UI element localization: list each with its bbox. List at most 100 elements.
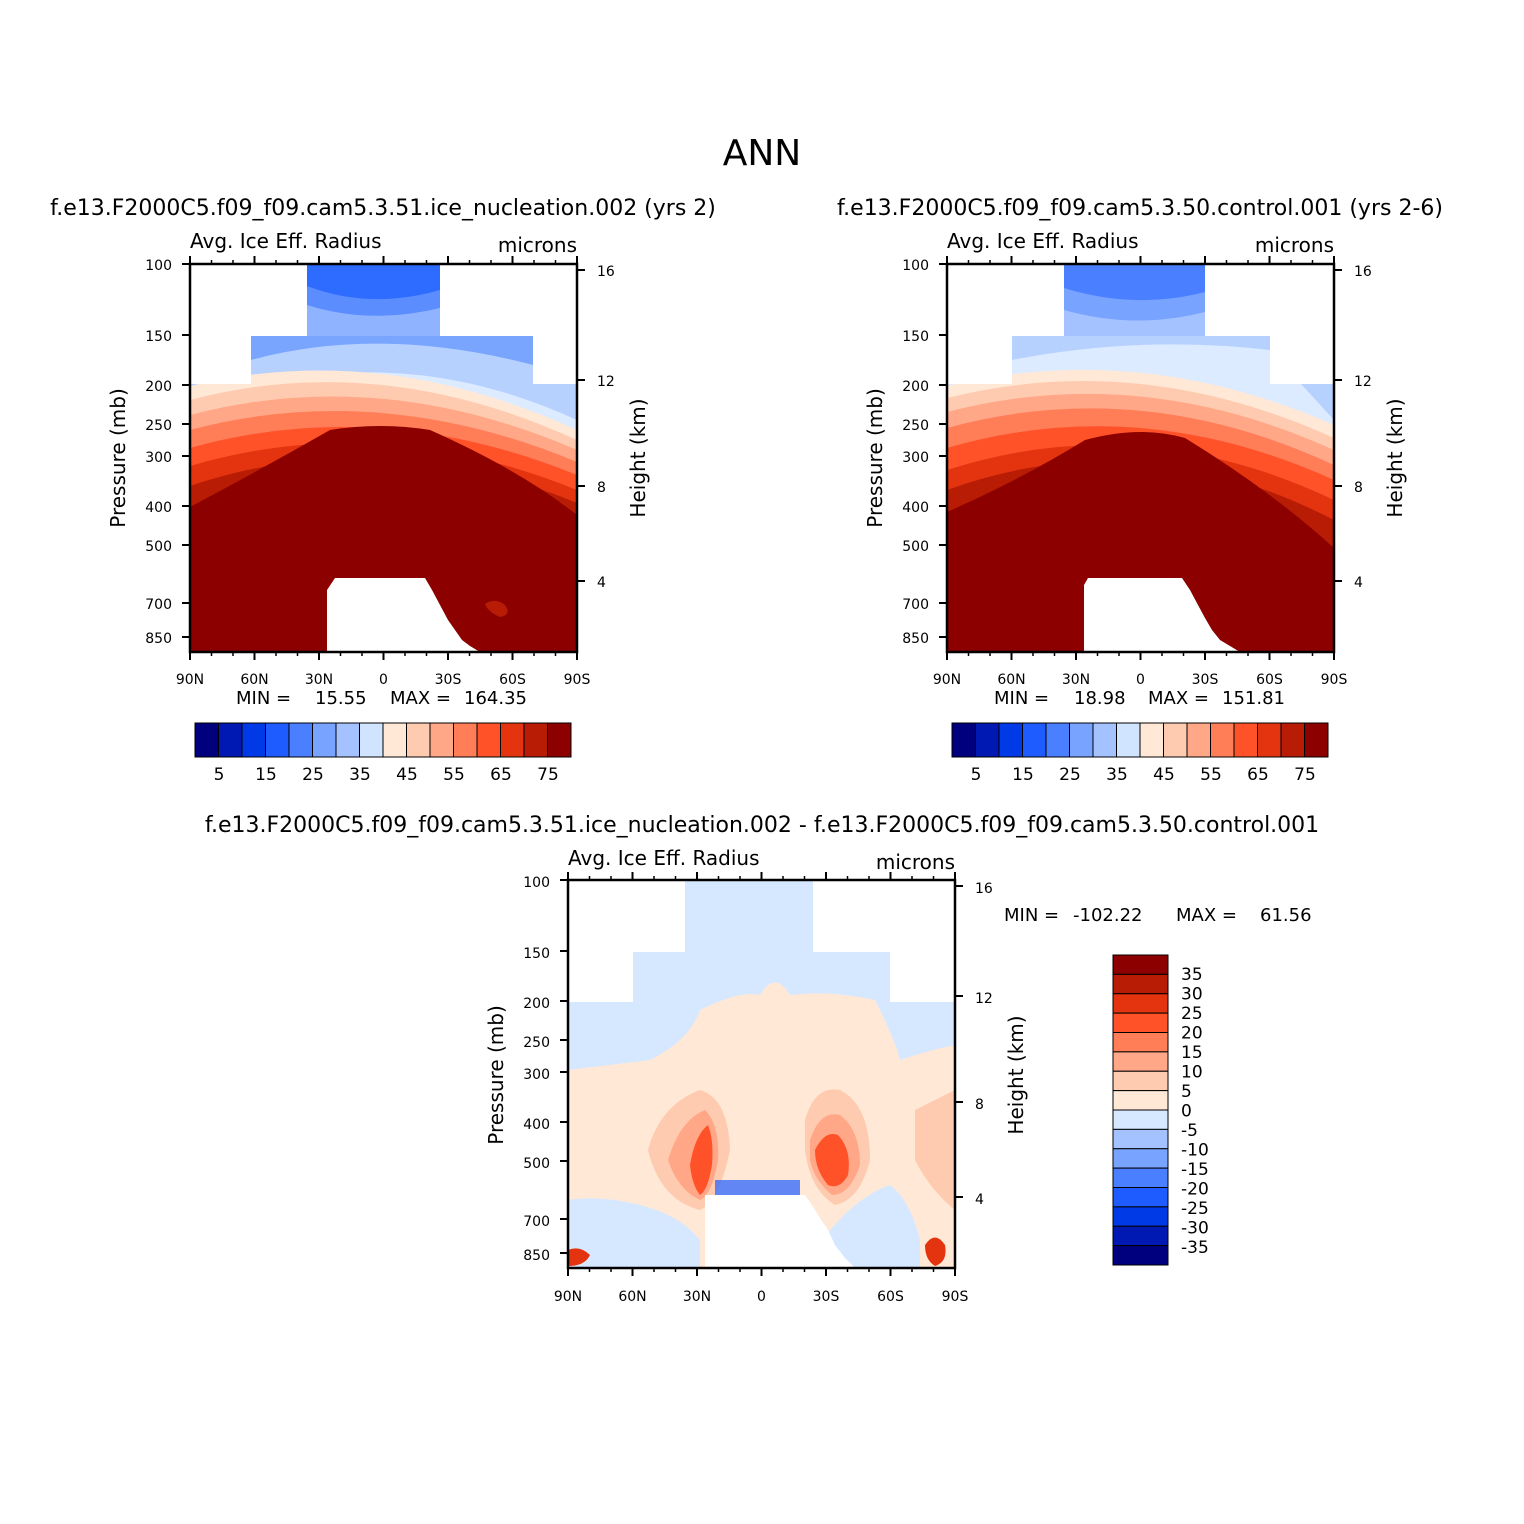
panel-2-ylabel: Pressure (mb) — [863, 388, 887, 528]
panel-1-ytick-8: 850 — [145, 631, 172, 647]
panel-1-axes — [182, 256, 585, 660]
panel-2-xtick-0: 90N — [933, 672, 961, 688]
panel-3-cb-label-13: -30 — [1181, 1219, 1209, 1239]
panel-1-missing-top-left — [190, 264, 307, 384]
panel-3-colorbar-swatch — [1112, 1148, 1169, 1169]
panel-1-ytick-7: 700 — [145, 597, 172, 613]
panel-3-colorbar-swatch — [1112, 1187, 1169, 1208]
panel-1-xtick-3: 0 — [379, 672, 388, 688]
panel-3-colorbar-swatch — [1112, 1032, 1169, 1053]
panel-3-cb-label-5: 10 — [1181, 1063, 1203, 1083]
panel-2-xtick-4: 30S — [1192, 672, 1219, 688]
panel-3-ytick-6: 500 — [523, 1156, 550, 1172]
panel-1-xtick-2: 30N — [305, 672, 333, 688]
panel-3-rtick-3: 4 — [975, 1192, 984, 1208]
panel-1-cb-label-4: 45 — [396, 765, 418, 785]
panel-2-colorbar-swatch — [1304, 722, 1329, 758]
figure-title: ANN — [723, 133, 802, 174]
panel-1-colorbar-swatch — [218, 722, 243, 758]
panel-1-colorbar-swatch — [241, 722, 266, 758]
panel-1-topography — [327, 578, 480, 652]
panel-1-colorbar — [194, 722, 572, 758]
panel-2-cb-label-0: 5 — [971, 765, 982, 785]
panel-2-cb-label-3: 35 — [1106, 765, 1128, 785]
panel-1-cb-label-5: 55 — [443, 765, 465, 785]
panel-3-y-right-tick-labels: 16 12 8 4 — [975, 881, 993, 1208]
panel-3-xtick-5: 60S — [877, 1289, 904, 1305]
panel-1-colorbar-swatch — [429, 722, 454, 758]
panel-3-colorbar-swatch — [1112, 1090, 1169, 1111]
panel-3-xtick-2: 30N — [683, 1289, 711, 1305]
panel-3-topography — [705, 1195, 855, 1268]
panel-2-cb-label-2: 25 — [1059, 765, 1081, 785]
panel-3-pos-spot-bottom-right — [925, 1237, 946, 1266]
panel-1-xtick-5: 60S — [499, 672, 526, 688]
panel-1-cb-label-6: 65 — [490, 765, 512, 785]
panel-1-colorbar-swatch — [194, 722, 219, 758]
panel-1-min-value: 15.55 — [315, 688, 367, 709]
panel-3-cb-label-1: 30 — [1181, 985, 1203, 1005]
panel-1-rtick-0: 16 — [597, 264, 615, 280]
panel-1-cb-label-1: 15 — [255, 765, 277, 785]
panel-3-rtick-1: 12 — [975, 991, 993, 1007]
panel-1-xtick-6: 90S — [564, 672, 591, 688]
panel-1-y-tick-labels: 100 150 200 250 300 400 500 700 850 — [145, 258, 172, 647]
panel-3: f.e13.F2000C5.f09_f09.cam5.3.51.ice_nucl… — [205, 813, 1319, 1305]
panel-1-ytick-4: 300 — [145, 450, 172, 466]
panel-3-xtick-1: 60N — [618, 1289, 646, 1305]
panel-1-colorbar-swatch — [476, 722, 501, 758]
panel-3-colorbar-swatch — [1112, 1206, 1169, 1227]
panel-1-band-blue-light — [307, 305, 440, 337]
panel-3-xtick-6: 90S — [942, 1289, 969, 1305]
panel-1-cb-label-0: 5 — [214, 765, 225, 785]
panel-3-subtitle-right: microns — [876, 850, 955, 874]
panel-1-ticks — [182, 256, 585, 660]
panel-2-y-tick-labels: 100 150 200 250 300 400 500 700 850 — [902, 258, 929, 647]
panel-2-stats: MIN = 18.98 MAX = 151.81 — [994, 688, 1285, 709]
panel-1-ylabel-right: Height (km) — [626, 398, 650, 517]
panel-3-missing-top-right — [813, 880, 955, 1002]
panel-2-colorbar-swatch — [1280, 722, 1305, 758]
panel-3-pos-right-edge — [915, 1090, 955, 1210]
panel-3-x-tick-labels: 90N 60N 30N 0 30S 60S 90S — [554, 1289, 969, 1305]
panel-2-colorbar-swatch — [1069, 722, 1094, 758]
panel-3-ytick-5: 400 — [523, 1117, 550, 1133]
panel-2-band-max — [947, 431, 1334, 652]
panel-3-pos-spot-bottom-left — [568, 1248, 590, 1266]
panel-1-colorbar-swatch — [547, 722, 572, 758]
panel-3-colorbar-swatch — [1112, 1128, 1169, 1150]
panel-2-ytick-7: 700 — [902, 597, 929, 613]
panel-1-cb-label-3: 35 — [349, 765, 371, 785]
panel-2-ytick-6: 500 — [902, 539, 929, 555]
panel-2-xtick-2: 30N — [1062, 672, 1090, 688]
panel-3-colorbar-swatch — [1112, 1012, 1169, 1033]
panel-2-colorbar-swatch — [1163, 722, 1188, 758]
panel-3-cb-label-7: 0 — [1181, 1102, 1192, 1122]
panel-3-colorbar — [1112, 954, 1169, 1266]
panel-2-ytick-5: 400 — [902, 500, 929, 516]
panel-2-subtitle-right: microns — [1255, 233, 1334, 257]
panel-3-colorbar-swatch — [1112, 993, 1169, 1014]
panel-3-ytick-4: 300 — [523, 1067, 550, 1083]
panel-2-ytick-8: 850 — [902, 631, 929, 647]
panel-3-ytick-7: 700 — [523, 1214, 550, 1230]
panel-3-cb-label-6: 5 — [1181, 1082, 1192, 1102]
panel-3-contour-fill — [568, 880, 955, 1268]
panel-1-max-value: 164.35 — [464, 688, 527, 709]
panel-3-axes — [560, 872, 963, 1276]
panel-3-cb-label-0: 35 — [1181, 965, 1203, 985]
panel-2-band-blue-light — [1064, 310, 1205, 337]
panel-2-ytick-3: 250 — [902, 418, 929, 434]
panel-2-missing-top-left — [947, 264, 1064, 384]
panel-3-cb-label-8: -5 — [1181, 1121, 1198, 1141]
panel-3-rtick-2: 8 — [975, 1097, 984, 1113]
panel-2-colorbar-swatch — [1092, 722, 1117, 758]
panel-2-xtick-3: 0 — [1136, 672, 1145, 688]
panel-3-ytick-2: 200 — [523, 996, 550, 1012]
panel-3-cb-label-4: 15 — [1181, 1043, 1203, 1063]
panel-2-ytick-4: 300 — [902, 450, 929, 466]
panel-1-x-tick-labels: 90N 60N 30N 0 30S 60S 90S — [176, 672, 591, 688]
panel-1-colorbar-swatch — [453, 722, 478, 758]
panel-3-xtick-4: 30S — [813, 1289, 840, 1305]
panel-3-colorbar-swatch — [1112, 973, 1169, 995]
